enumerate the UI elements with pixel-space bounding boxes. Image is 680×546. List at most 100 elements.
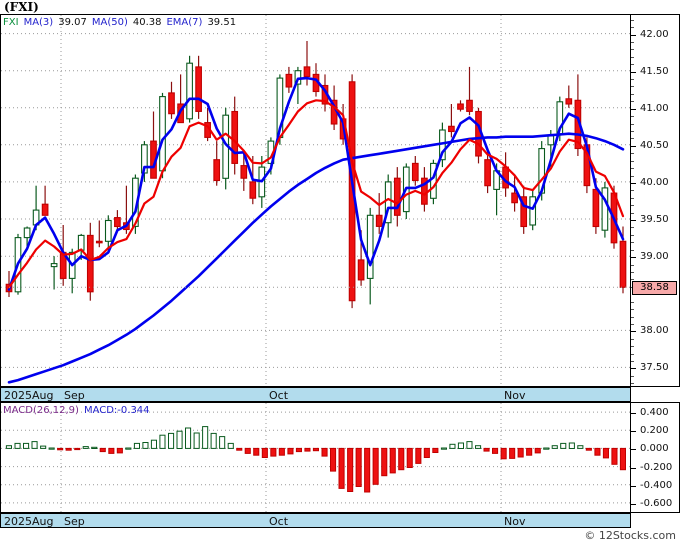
- price-axis-tick: [631, 34, 636, 36]
- price-axis-minor-tick: [631, 116, 634, 118]
- price-axis-tick: [631, 257, 636, 259]
- candlestick: [23, 226, 31, 249]
- candlestick: [411, 156, 419, 186]
- candlestick: [393, 167, 401, 227]
- price-axis-minor-tick: [631, 361, 634, 363]
- macd-histogram-bar: [457, 442, 464, 449]
- price-axis-minor-tick: [631, 79, 634, 81]
- macd-histogram-bar: [236, 447, 243, 451]
- macd-axis-label: 0.200: [640, 425, 669, 437]
- price-axis-minor-tick: [631, 346, 634, 348]
- date-axis-label: Nov: [504, 515, 526, 528]
- macd-histogram-bar: [475, 445, 482, 449]
- macd-histogram-bar: [244, 447, 251, 454]
- macd-histogram-bar: [193, 432, 200, 449]
- macd-histogram-bar: [91, 446, 98, 449]
- macd-histogram-bar: [312, 447, 319, 452]
- macd-histogram-bar: [278, 447, 285, 456]
- price-axis-minor-tick: [631, 323, 634, 325]
- macd-histogram-bar: [381, 447, 388, 477]
- ma3-line: [7, 76, 625, 291]
- candlestick: [375, 193, 383, 234]
- macd-histogram-bar: [219, 436, 226, 449]
- macd-histogram-bar: [125, 447, 132, 450]
- macd-histogram-bar: [364, 447, 371, 493]
- candlestick: [41, 185, 49, 216]
- price-chart-panel[interactable]: [0, 14, 631, 387]
- price-axis-minor-tick: [631, 64, 634, 66]
- date-axis-label: Oct: [269, 515, 289, 528]
- candlestick: [565, 85, 573, 108]
- price-axis-tick: [631, 71, 636, 73]
- watermark: © 12Stocks.com: [584, 529, 676, 542]
- price-axis-minor-tick: [631, 383, 634, 385]
- candlestick: [68, 248, 76, 294]
- legend-item-1: MA(3): [23, 17, 54, 28]
- macd-axis-tick: [631, 467, 636, 469]
- macd-axis-label: 0.000: [640, 443, 669, 455]
- price-axis-minor-tick: [631, 175, 634, 177]
- macd-histogram-bar: [116, 447, 123, 454]
- macd-histogram-bar: [466, 441, 473, 449]
- macd-histogram-bar: [543, 447, 550, 450]
- candlestick: [114, 210, 121, 231]
- price-axis-minor-tick: [631, 249, 634, 251]
- macd-histogram-bar: [415, 447, 422, 464]
- candlestick: [529, 190, 537, 231]
- macd-chart-panel[interactable]: [0, 402, 631, 513]
- candlestick: [186, 55, 193, 123]
- candlestick: [366, 207, 374, 305]
- price-axis-minor-tick: [631, 86, 634, 88]
- macd-axis-label: -0.600: [640, 497, 673, 509]
- macd-histogram-bar: [65, 447, 72, 451]
- price-axis-minor-tick: [631, 375, 634, 377]
- price-axis-tick: [631, 145, 636, 147]
- macd-histogram-bar: [560, 442, 567, 449]
- date-axis-label: Nov: [504, 389, 526, 402]
- macd-legend: MACD(26,12,9) MACD:-0.344: [3, 405, 155, 416]
- candlestick: [457, 100, 464, 112]
- ma50-line: [7, 132, 625, 384]
- macd-histogram-bar: [440, 447, 447, 450]
- candlestick: [222, 107, 230, 190]
- macd-histogram-bar: [602, 447, 610, 459]
- price-axis-minor-tick: [631, 56, 634, 58]
- candlestick: [95, 220, 103, 248]
- candlestick: [384, 174, 392, 238]
- macd-histogram-bar: [287, 447, 294, 455]
- macd-axis-label: -0.200: [640, 461, 673, 473]
- macd-histogram-bar: [432, 447, 439, 454]
- macd-histogram-bar: [150, 439, 157, 449]
- candlestick: [348, 74, 356, 309]
- macd-histogram-bar: [40, 445, 47, 449]
- macd-axis-tick: [631, 503, 636, 505]
- macd-plot: [1, 403, 630, 512]
- macd-histogram-bar: [594, 447, 601, 456]
- candlestick: [86, 222, 94, 301]
- macd-histogram-bar: [74, 447, 81, 451]
- candlestick: [484, 148, 491, 194]
- last-price-badge: 38.58: [632, 281, 677, 296]
- macd-histogram-bar: [398, 447, 405, 471]
- price-axis-minor-tick: [631, 93, 634, 95]
- macd-histogram-bar: [295, 447, 302, 453]
- price-axis-minor-tick: [631, 271, 634, 273]
- date-axis-label: Oct: [269, 389, 289, 402]
- legend-item-4: 40.38: [132, 17, 162, 28]
- price-axis-tick: [631, 368, 636, 370]
- candlestick: [502, 152, 509, 197]
- price-axis-minor-tick: [631, 160, 634, 162]
- price-axis-tick: [631, 108, 636, 110]
- candlestick: [50, 256, 58, 290]
- price-axis-tick: [631, 220, 636, 222]
- legend-item-2: 39.07: [58, 17, 87, 28]
- macd-histogram-bar: [57, 447, 64, 451]
- macd-histogram-bar: [406, 447, 413, 469]
- price-axis-minor-tick: [631, 227, 634, 229]
- date-axis-label: Sep: [64, 389, 85, 402]
- macd-histogram-bar: [517, 447, 524, 458]
- price-axis-minor-tick: [631, 316, 634, 318]
- price-axis-minor-tick: [631, 101, 634, 103]
- price-axis-label: 37.50: [640, 362, 669, 374]
- macd-axis-tick: [631, 485, 636, 487]
